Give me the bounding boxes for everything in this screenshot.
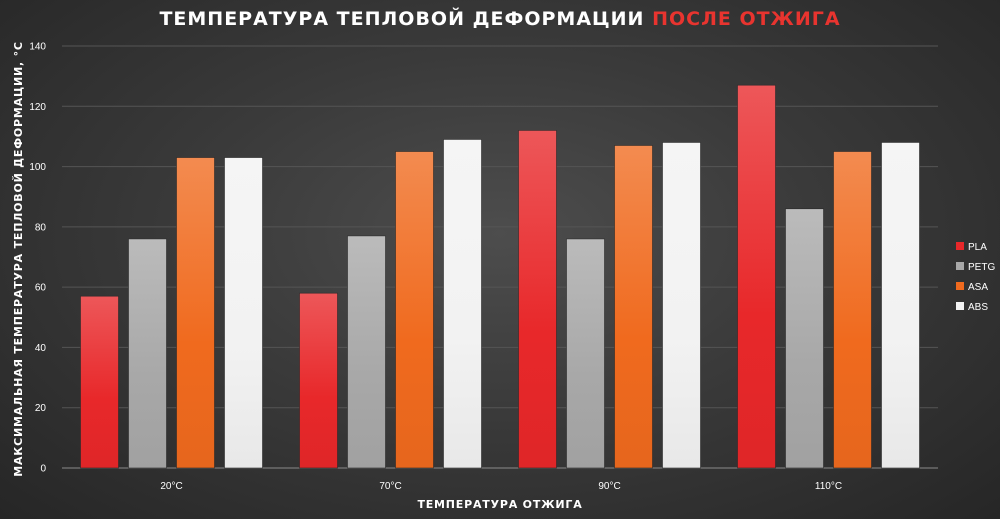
x-tick-label: 110°C xyxy=(815,481,842,492)
bar-pla-3 xyxy=(737,84,776,469)
chart-title: ТЕМПЕРАТУРА ТЕПЛОВОЙ ДЕФОРМАЦИИ ПОСЛЕ ОТ… xyxy=(0,8,1000,30)
legend-label-abs: ABS xyxy=(968,302,988,313)
y-tick-label: 140 xyxy=(29,42,46,53)
chart-title-accent: ПОСЛЕ ОТЖИГА xyxy=(652,8,841,30)
legend-swatch-pla xyxy=(956,242,964,250)
bar-pla-0 xyxy=(80,295,119,469)
y-tick-label: 20 xyxy=(35,403,47,414)
chart-title-main: ТЕМПЕРАТУРА ТЕПЛОВОЙ ДЕФОРМАЦИИ xyxy=(159,8,645,30)
x-axis-label: ТЕМПЕРАТУРА ОТЖИГА xyxy=(417,498,582,511)
bar-abs-3 xyxy=(881,142,920,469)
legend-swatch-asa xyxy=(956,282,964,290)
y-tick-label: 60 xyxy=(35,283,47,294)
x-tick-label: 20°C xyxy=(160,481,182,492)
bar-abs-1 xyxy=(443,139,482,469)
legend-label-petg: PETG xyxy=(968,262,995,273)
x-tick-labels: 20°C 70°C 90°C 110°C xyxy=(160,481,842,492)
y-tick-labels: 0 20 40 60 80 100 120 140 xyxy=(29,42,46,475)
bar-abs-0 xyxy=(224,157,263,469)
y-tick-label: 120 xyxy=(29,102,46,113)
bar-petg-3 xyxy=(785,208,824,469)
bar-asa-2 xyxy=(614,145,653,469)
bar-abs-2 xyxy=(662,142,701,469)
bars xyxy=(80,84,920,469)
y-tick-label: 40 xyxy=(35,343,47,354)
y-tick-label: 100 xyxy=(29,162,46,173)
y-tick-label: 80 xyxy=(35,222,47,233)
y-tick-label: 0 xyxy=(40,464,46,475)
bar-petg-0 xyxy=(128,238,167,469)
bar-petg-1 xyxy=(347,235,386,469)
x-tick-label: 70°C xyxy=(379,481,401,492)
legend-label-pla: PLA xyxy=(968,242,987,253)
bar-asa-3 xyxy=(833,151,872,469)
bar-asa-0 xyxy=(176,157,215,469)
x-tick-label: 90°C xyxy=(598,481,620,492)
bar-pla-2 xyxy=(518,130,557,469)
bar-pla-1 xyxy=(299,292,338,469)
bar-petg-2 xyxy=(566,238,605,469)
legend-label-asa: ASA xyxy=(968,282,988,293)
legend: PLA PETG ASA ABS xyxy=(956,242,995,313)
bar-asa-1 xyxy=(395,151,434,469)
y-axis-label: МАКСИМАЛЬНАЯ ТЕМПЕРАТУРА ТЕПЛОВОЙ ДЕФОРМ… xyxy=(12,41,25,477)
legend-swatch-abs xyxy=(956,302,964,310)
legend-swatch-petg xyxy=(956,262,964,270)
